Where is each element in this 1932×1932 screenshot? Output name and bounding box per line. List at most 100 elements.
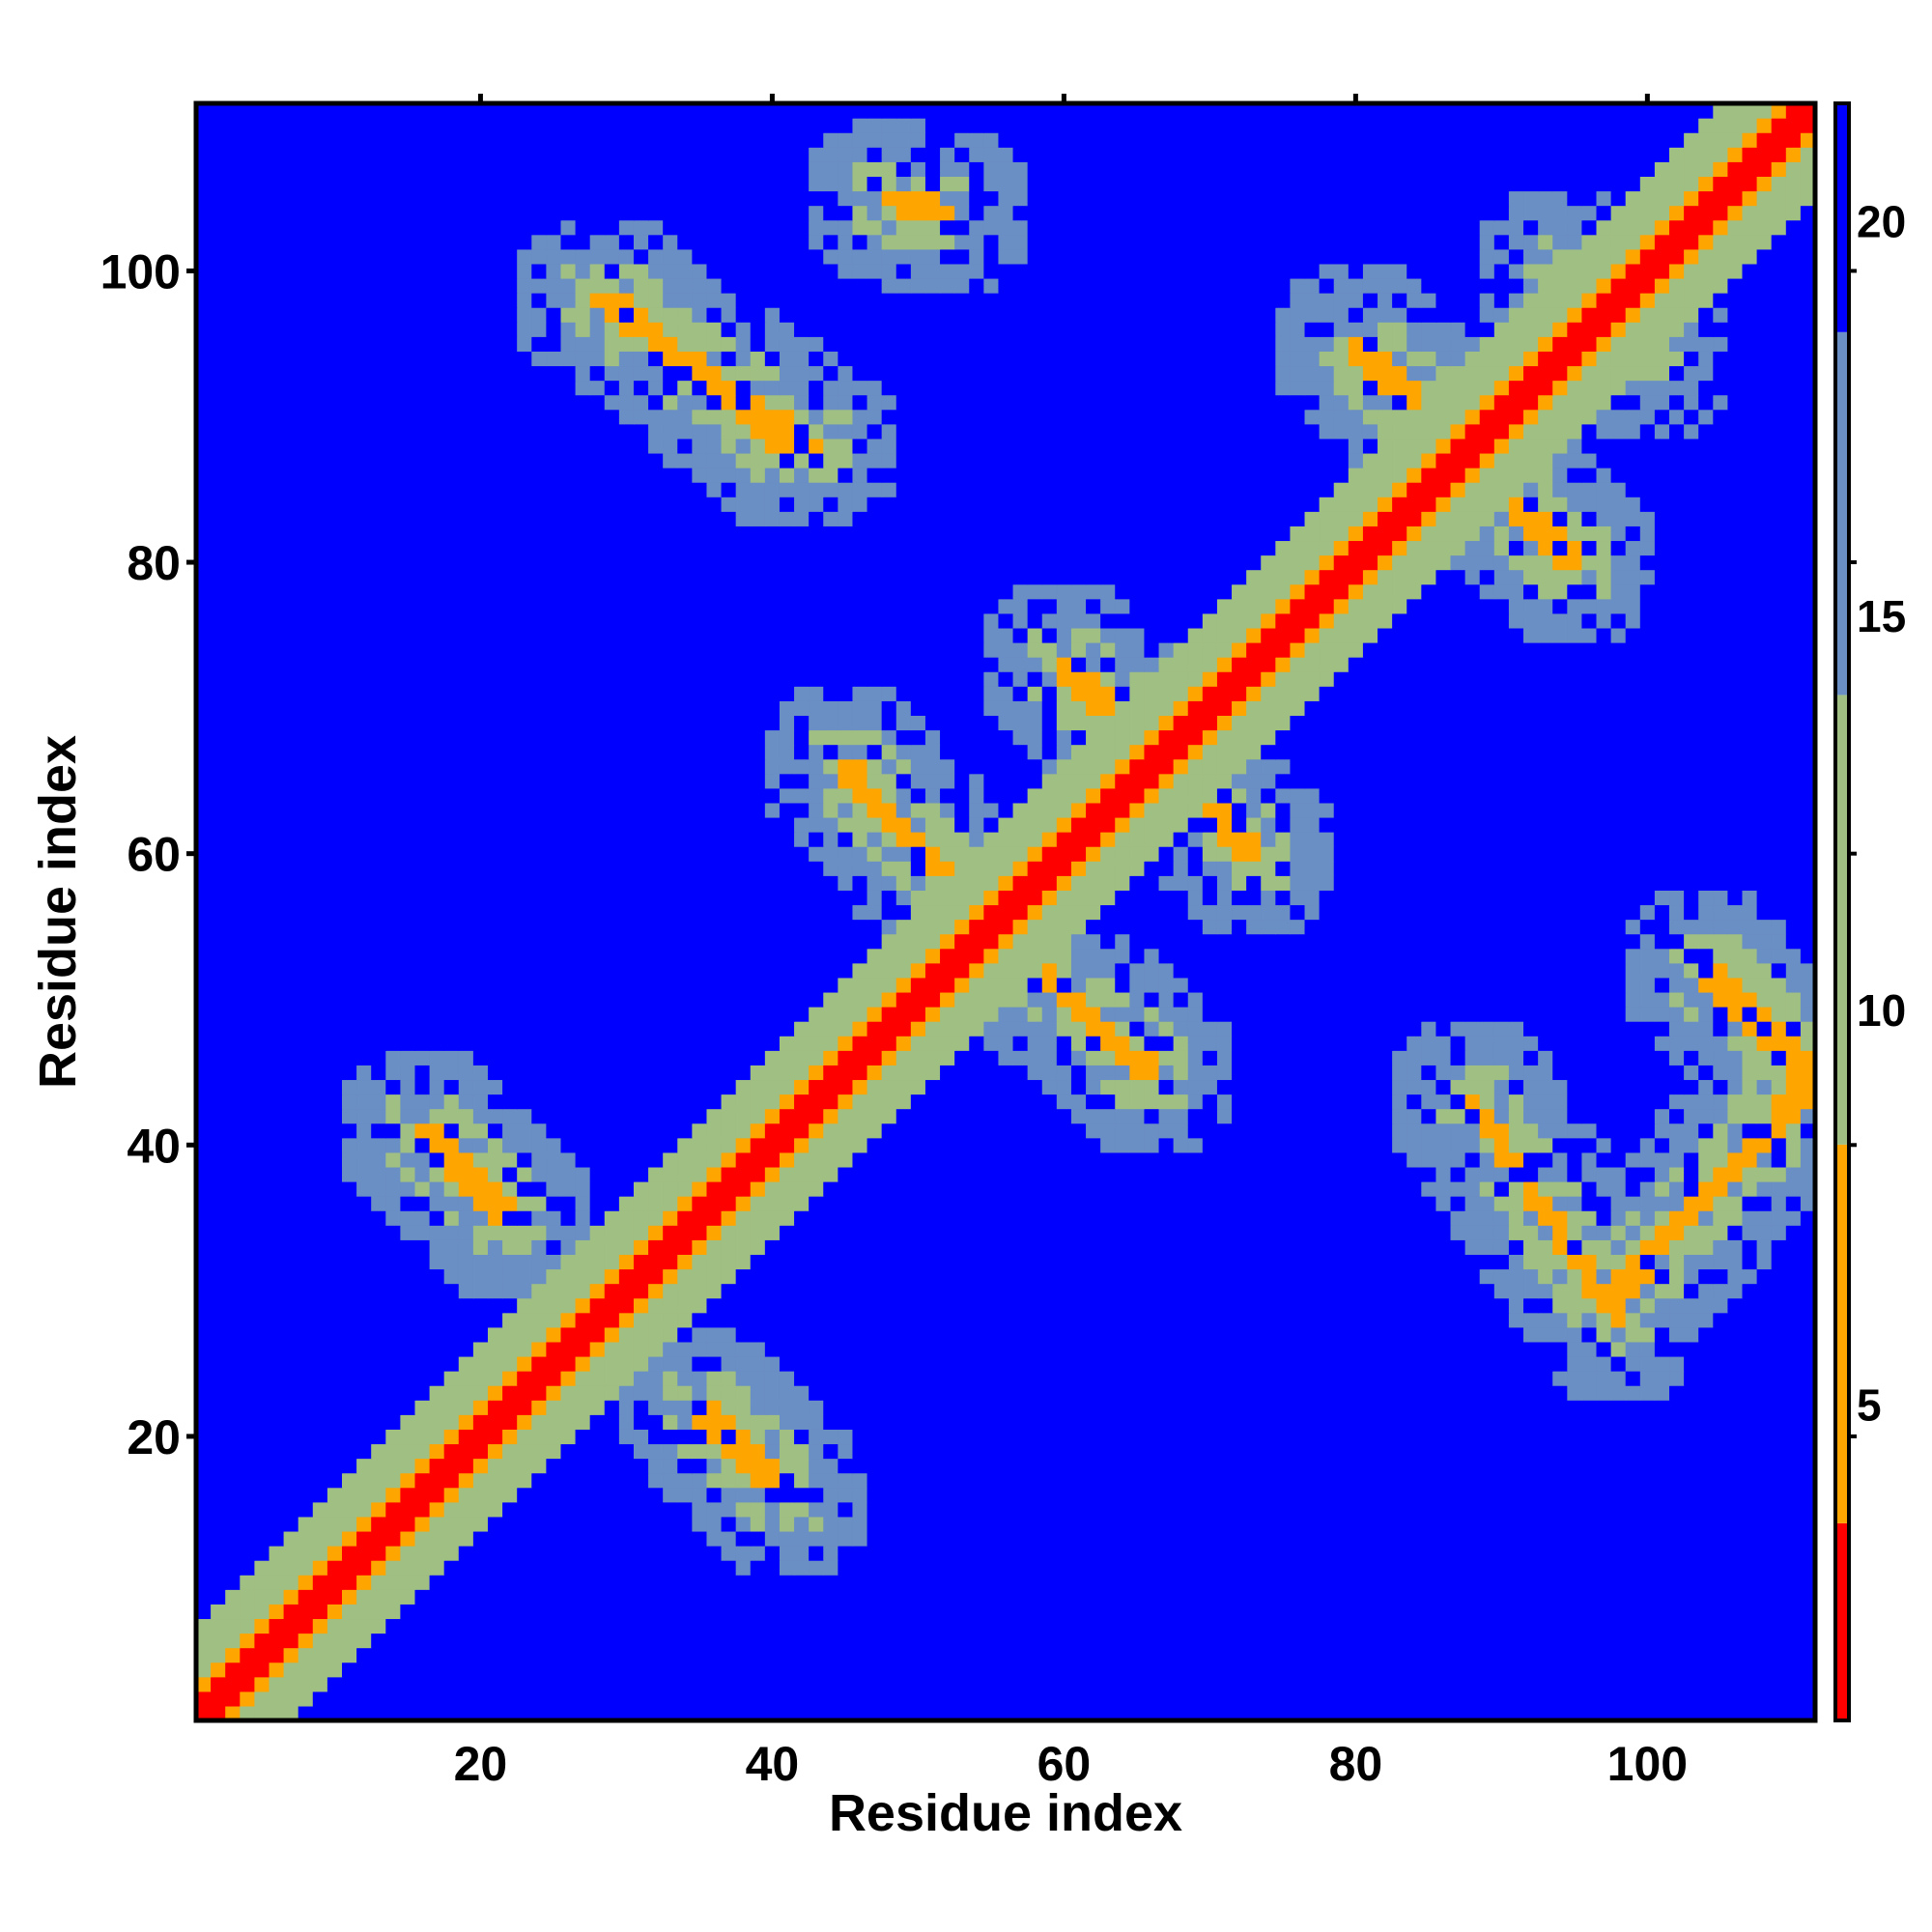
heatmap-cell <box>1435 1618 1452 1634</box>
heatmap-cell <box>1552 1181 1568 1197</box>
heatmap-cell <box>633 1297 649 1314</box>
heatmap-cell <box>1100 1690 1116 1707</box>
heatmap-cell <box>1027 1225 1043 1240</box>
heatmap-cell <box>589 1137 606 1153</box>
heatmap-cell <box>546 1312 562 1328</box>
heatmap-cell <box>1246 1196 1262 1211</box>
heatmap-cell <box>385 1662 401 1678</box>
heatmap-cell <box>1100 1647 1116 1663</box>
heatmap-cell <box>517 1151 532 1168</box>
heatmap-cell <box>1129 1297 1146 1314</box>
heatmap-cell <box>940 1268 955 1285</box>
heatmap-cell <box>1742 1560 1758 1576</box>
heatmap-cell <box>1581 1341 1598 1357</box>
heatmap-cell <box>1508 1400 1524 1415</box>
heatmap-cell <box>1742 1210 1758 1226</box>
heatmap-cell <box>1581 1166 1598 1182</box>
heatmap-cell <box>881 1516 897 1532</box>
heatmap-cell <box>809 1181 824 1197</box>
heatmap-cell <box>225 1604 241 1620</box>
heatmap-cell <box>414 1414 431 1430</box>
heatmap-cell <box>1304 1312 1321 1328</box>
heatmap-cell <box>1450 1472 1466 1489</box>
heatmap-cell <box>852 1225 868 1240</box>
heatmap-cell <box>1625 1429 1641 1445</box>
heatmap-cell <box>560 1108 577 1124</box>
heatmap-cell <box>1173 1254 1189 1270</box>
heatmap-cell <box>560 1575 577 1590</box>
heatmap-cell <box>517 1225 532 1240</box>
heatmap-cell <box>1333 1676 1350 1692</box>
heatmap-cell <box>838 1254 854 1270</box>
heatmap-cell <box>269 1297 285 1314</box>
heatmap-cell <box>1493 1575 1510 1590</box>
heatmap-cell <box>1261 1487 1276 1503</box>
heatmap-cell <box>1187 1458 1204 1474</box>
heatmap-cell <box>1246 1166 1262 1182</box>
heatmap-cell <box>1756 1341 1773 1357</box>
heatmap-cell <box>341 1429 357 1445</box>
heatmap-cell <box>414 1458 431 1474</box>
heatmap-cell <box>750 1312 766 1328</box>
heatmap-cell <box>1187 1137 1204 1153</box>
heatmap-cell <box>560 1371 577 1386</box>
heatmap-cell <box>1216 1385 1233 1401</box>
heatmap-cell <box>443 1371 460 1386</box>
heatmap-cell <box>954 1414 970 1430</box>
heatmap-cell <box>531 1589 547 1605</box>
heatmap-cell <box>1508 1589 1524 1605</box>
heatmap-cell <box>1392 1618 1407 1634</box>
heatmap-cell <box>1392 1268 1407 1285</box>
heatmap-cell <box>1100 1065 1116 1081</box>
heatmap-cell <box>254 1196 270 1211</box>
heatmap-cell <box>1464 1166 1481 1182</box>
heatmap-cell <box>1771 1297 1787 1314</box>
heatmap-cell <box>1727 1560 1744 1576</box>
heatmap-cell <box>1129 1589 1146 1605</box>
heatmap-cell <box>1216 1458 1233 1474</box>
heatmap-cell <box>1202 1312 1218 1328</box>
heatmap-cell <box>895 1530 912 1547</box>
heatmap-cell <box>458 1225 474 1240</box>
heatmap-cell <box>196 1516 212 1532</box>
heatmap-cell <box>809 1385 824 1401</box>
heatmap-cell <box>589 1662 606 1678</box>
heatmap-cell <box>1261 1341 1276 1357</box>
heatmap-cell <box>692 1604 708 1620</box>
heatmap-cell <box>633 1604 649 1620</box>
heatmap-cell <box>910 1647 926 1663</box>
heatmap-cell <box>371 1225 386 1240</box>
heatmap-cell <box>1158 1268 1175 1285</box>
heatmap-cell <box>429 1647 445 1663</box>
heatmap-cell <box>1581 1312 1598 1328</box>
heatmap-cell <box>1027 1647 1043 1663</box>
heatmap-cell <box>1187 1429 1204 1445</box>
heatmap-cell <box>1202 1196 1218 1211</box>
heatmap-cell <box>1115 1443 1130 1460</box>
heatmap-cell <box>1654 1546 1670 1561</box>
heatmap-cell <box>1742 1647 1758 1663</box>
heatmap-cell <box>1319 1414 1335 1430</box>
heatmap-cell <box>1479 1676 1495 1692</box>
heatmap-cell <box>487 1676 503 1692</box>
heatmap-cell <box>604 1589 620 1605</box>
heatmap-cell <box>1639 1341 1656 1357</box>
heatmap-cell <box>838 1355 854 1372</box>
heatmap-cell <box>721 1530 737 1547</box>
heatmap-cell <box>969 1604 984 1620</box>
heatmap-cell <box>371 1690 386 1707</box>
heatmap-cell <box>1070 1254 1087 1270</box>
heatmap-cell <box>1464 1239 1481 1255</box>
heatmap-cell <box>954 1341 970 1357</box>
heatmap-cell <box>1056 1283 1072 1299</box>
heatmap-cell <box>254 1705 270 1721</box>
heatmap-cell <box>1100 1487 1116 1503</box>
heatmap-cell <box>633 1268 649 1285</box>
heatmap-cell <box>663 1487 678 1503</box>
heatmap-cell <box>429 1676 445 1692</box>
heatmap-cell <box>1421 1589 1437 1605</box>
heatmap-cell <box>443 1560 460 1576</box>
heatmap-cell <box>254 1283 270 1299</box>
heatmap-cell <box>298 1618 314 1634</box>
heatmap-cell <box>1596 1618 1612 1634</box>
